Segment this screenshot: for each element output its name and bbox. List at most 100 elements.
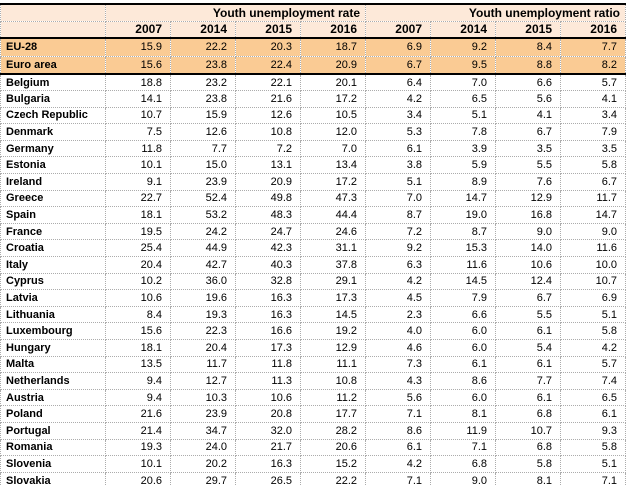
cell-value: 5.6 — [365, 389, 431, 407]
cell-value: 23.8 — [170, 56, 236, 75]
cell-value: 5.9 — [430, 156, 496, 175]
cell-value: 23.9 — [170, 405, 236, 423]
cell-value: 5.1 — [560, 306, 626, 324]
row-label: Estonia — [0, 156, 106, 175]
cell-value: 14.5 — [300, 306, 366, 324]
table-row: Luxembourg 15.6 22.3 16.6 19.2 4.0 6.0 6.1 5.8 — [0, 322, 626, 340]
row-label: Euro area — [0, 56, 106, 75]
row-label: Belgium — [0, 74, 106, 92]
cell-value: 7.0 — [365, 190, 431, 208]
cell-value: 5.1 — [560, 455, 626, 473]
cell-value: 5.7 — [560, 356, 626, 374]
year-header: 2016 — [300, 21, 366, 39]
cell-value: 6.6 — [495, 74, 561, 92]
cell-value: 8.7 — [430, 223, 496, 241]
cell-value: 4.5 — [365, 289, 431, 307]
cell-value: 18.8 — [105, 74, 171, 92]
cell-value: 10.1 — [105, 156, 171, 175]
cell-value: 6.5 — [560, 389, 626, 407]
cell-value: 6.9 — [365, 38, 431, 57]
cell-value: 7.1 — [365, 472, 431, 486]
cell-value: 6.1 — [365, 140, 431, 158]
corner-cell — [0, 4, 106, 22]
cell-value: 11.3 — [235, 372, 301, 390]
cell-value: 20.3 — [235, 38, 301, 57]
cell-value: 5.8 — [560, 322, 626, 340]
cell-value: 6.1 — [560, 405, 626, 423]
row-label: Luxembourg — [0, 322, 106, 340]
row-label: Croatia — [0, 239, 106, 258]
cell-value: 10.7 — [105, 107, 171, 125]
cell-value: 11.2 — [300, 389, 366, 407]
year-header: 2014 — [430, 21, 496, 39]
cell-value: 6.8 — [495, 405, 561, 423]
row-label: Cyprus — [0, 273, 106, 291]
cell-value: 36.0 — [170, 273, 236, 291]
row-label: Portugal — [0, 422, 106, 440]
cell-value: 7.7 — [560, 38, 626, 57]
table-row: Lithuania 8.4 19.3 16.3 14.5 2.3 6.6 5.5 5.1 — [0, 306, 626, 324]
row-label: Denmark — [0, 123, 106, 141]
cell-value: 24.0 — [170, 439, 236, 457]
cell-value: 12.6 — [235, 107, 301, 125]
cell-value: 18.1 — [105, 339, 171, 357]
cell-value: 6.1 — [495, 322, 561, 340]
cell-value: 4.6 — [365, 339, 431, 357]
cell-value: 6.8 — [430, 455, 496, 473]
table-header: Youth unemployment rate Youth unemployme… — [0, 4, 626, 39]
cell-value: 5.6 — [495, 90, 561, 108]
cell-value: 32.8 — [235, 273, 301, 291]
cell-value: 6.5 — [430, 90, 496, 108]
table-row: Slovenia 10.1 20.2 16.3 15.2 4.2 6.8 5.8 5.1 — [0, 455, 626, 473]
cell-value: 6.4 — [365, 74, 431, 92]
cell-value: 48.3 — [235, 206, 301, 224]
cell-value: 9.2 — [430, 38, 496, 57]
cell-value: 20.6 — [300, 439, 366, 457]
year-header: 2014 — [170, 21, 236, 39]
cell-value: 14.7 — [430, 190, 496, 208]
cell-value: 4.0 — [365, 322, 431, 340]
cell-value: 2.3 — [365, 306, 431, 324]
row-label: Ireland — [0, 173, 106, 191]
cell-value: 10.6 — [495, 256, 561, 274]
cell-value: 22.2 — [300, 472, 366, 486]
cell-value: 3.8 — [365, 156, 431, 175]
cell-value: 4.3 — [365, 372, 431, 390]
cell-value: 29.7 — [170, 472, 236, 486]
cell-value: 42.3 — [235, 239, 301, 258]
cell-value: 11.7 — [170, 356, 236, 374]
cell-value: 12.9 — [300, 339, 366, 357]
cell-value: 16.3 — [235, 306, 301, 324]
table-body: EU-28 15.9 22.2 20.3 18.7 6.9 9.2 8.4 7.7 Euro ar… — [0, 38, 626, 486]
cell-value: 17.2 — [300, 173, 366, 191]
cell-value: 24.6 — [300, 223, 366, 241]
cell-value: 37.8 — [300, 256, 366, 274]
cell-value: 5.1 — [365, 173, 431, 191]
cell-value: 5.3 — [365, 123, 431, 141]
cell-value: 14.1 — [105, 90, 171, 108]
cell-value: 10.1 — [105, 455, 171, 473]
cell-value: 23.9 — [170, 173, 236, 191]
cell-value: 9.4 — [105, 389, 171, 407]
cell-value: 4.1 — [560, 90, 626, 108]
cell-value: 6.7 — [495, 289, 561, 307]
cell-value: 6.0 — [430, 339, 496, 357]
cell-value: 7.0 — [300, 140, 366, 158]
cell-value: 16.6 — [235, 322, 301, 340]
cell-value: 16.3 — [235, 289, 301, 307]
row-label: Hungary — [0, 339, 106, 357]
table-row: Austria 9.4 10.3 10.6 11.2 5.6 6.0 6.1 6.5 — [0, 389, 626, 407]
cell-value: 18.1 — [105, 206, 171, 224]
cell-value: 7.7 — [170, 140, 236, 158]
cell-value: 8.9 — [430, 173, 496, 191]
cell-value: 8.4 — [495, 38, 561, 57]
cell-value: 10.8 — [300, 372, 366, 390]
row-label: Germany — [0, 140, 106, 158]
cell-value: 6.9 — [560, 289, 626, 307]
cell-value: 6.0 — [430, 322, 496, 340]
cell-value: 17.2 — [300, 90, 366, 108]
table-row: Germany 11.8 7.7 7.2 7.0 6.1 3.9 3.5 3.5 — [0, 140, 626, 158]
row-label: Latvia — [0, 289, 106, 307]
cell-value: 22.2 — [170, 38, 236, 57]
cell-value: 8.6 — [365, 422, 431, 440]
